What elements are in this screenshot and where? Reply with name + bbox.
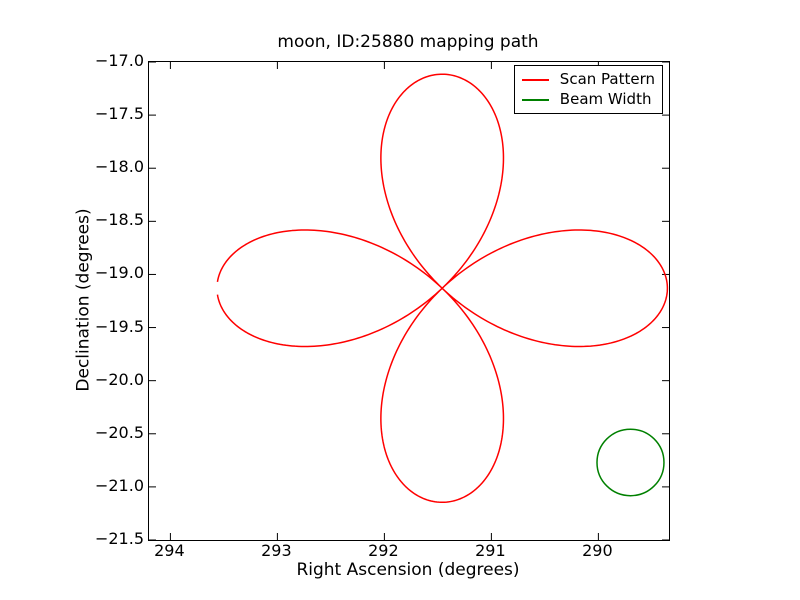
beam-width-line-swatch bbox=[521, 98, 549, 101]
y-tick-label: −21.5 bbox=[94, 529, 144, 548]
x-tick-label: 293 bbox=[261, 541, 292, 560]
x-tick-label: 292 bbox=[368, 541, 399, 560]
legend-row-scan-pattern: Scan Pattern bbox=[521, 70, 655, 88]
plot-area: Scan Pattern Beam Width bbox=[148, 61, 670, 541]
scan-pattern-curve bbox=[216, 73, 669, 504]
legend-label-beam-width: Beam Width bbox=[559, 90, 652, 108]
y-tick-label: −21.0 bbox=[94, 475, 144, 495]
y-tick-label: −18.5 bbox=[94, 210, 144, 230]
legend-row-beam-width: Beam Width bbox=[521, 90, 655, 108]
x-axis-label: Right Ascension (degrees) bbox=[296, 560, 520, 580]
beam-width-circle bbox=[596, 428, 665, 497]
legend[interactable]: Scan Pattern Beam Width bbox=[513, 65, 663, 114]
y-axis-label: Declination (degrees) bbox=[73, 208, 94, 392]
y-tick-label: −20.0 bbox=[94, 369, 144, 389]
scan-pattern-line-swatch bbox=[521, 78, 549, 81]
y-tick-label: −17.5 bbox=[94, 104, 144, 124]
plot-canvas bbox=[149, 62, 669, 540]
y-tick-label: −20.5 bbox=[94, 422, 144, 442]
legend-label-scan-pattern: Scan Pattern bbox=[559, 70, 655, 88]
plot-title: moon, ID:25880 mapping path bbox=[277, 32, 539, 52]
y-tick-label: −19.5 bbox=[94, 316, 144, 336]
x-tick-label: 294 bbox=[154, 541, 185, 560]
x-tick-label: 290 bbox=[582, 541, 613, 560]
y-tick-label: −19.0 bbox=[94, 263, 144, 283]
y-tick-label: −17.0 bbox=[94, 51, 144, 70]
y-tick-label: −18.0 bbox=[94, 157, 144, 177]
x-tick-label: 291 bbox=[475, 541, 506, 560]
